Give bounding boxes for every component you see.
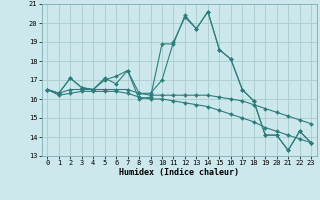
X-axis label: Humidex (Indice chaleur): Humidex (Indice chaleur): [119, 168, 239, 177]
